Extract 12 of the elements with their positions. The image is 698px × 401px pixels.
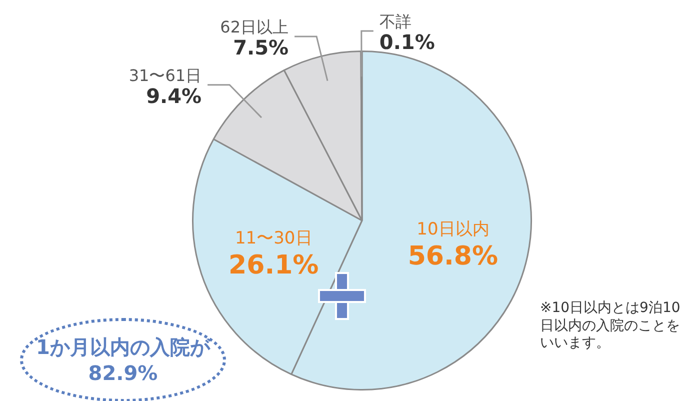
- data-label: 0.1%: [379, 30, 435, 54]
- data-label: 7.5%: [233, 35, 289, 60]
- text: 1か月以内の入院が82.9%: [20, 318, 226, 401]
- slice-label: 不詳: [379, 12, 412, 31]
- slice-label: 10日以内: [416, 219, 490, 240]
- slice-label: 62日以上: [220, 17, 289, 36]
- data-label: 9.4%: [146, 84, 202, 108]
- data-label: 56.8%: [408, 241, 498, 272]
- slice-label: 31〜61日: [128, 66, 202, 85]
- text: ※10日以内とは9泊10日以内の入院のことをいいます。: [540, 300, 682, 352]
- slice-label: 11〜30日: [234, 228, 312, 249]
- data-label: 26.1%: [228, 250, 319, 281]
